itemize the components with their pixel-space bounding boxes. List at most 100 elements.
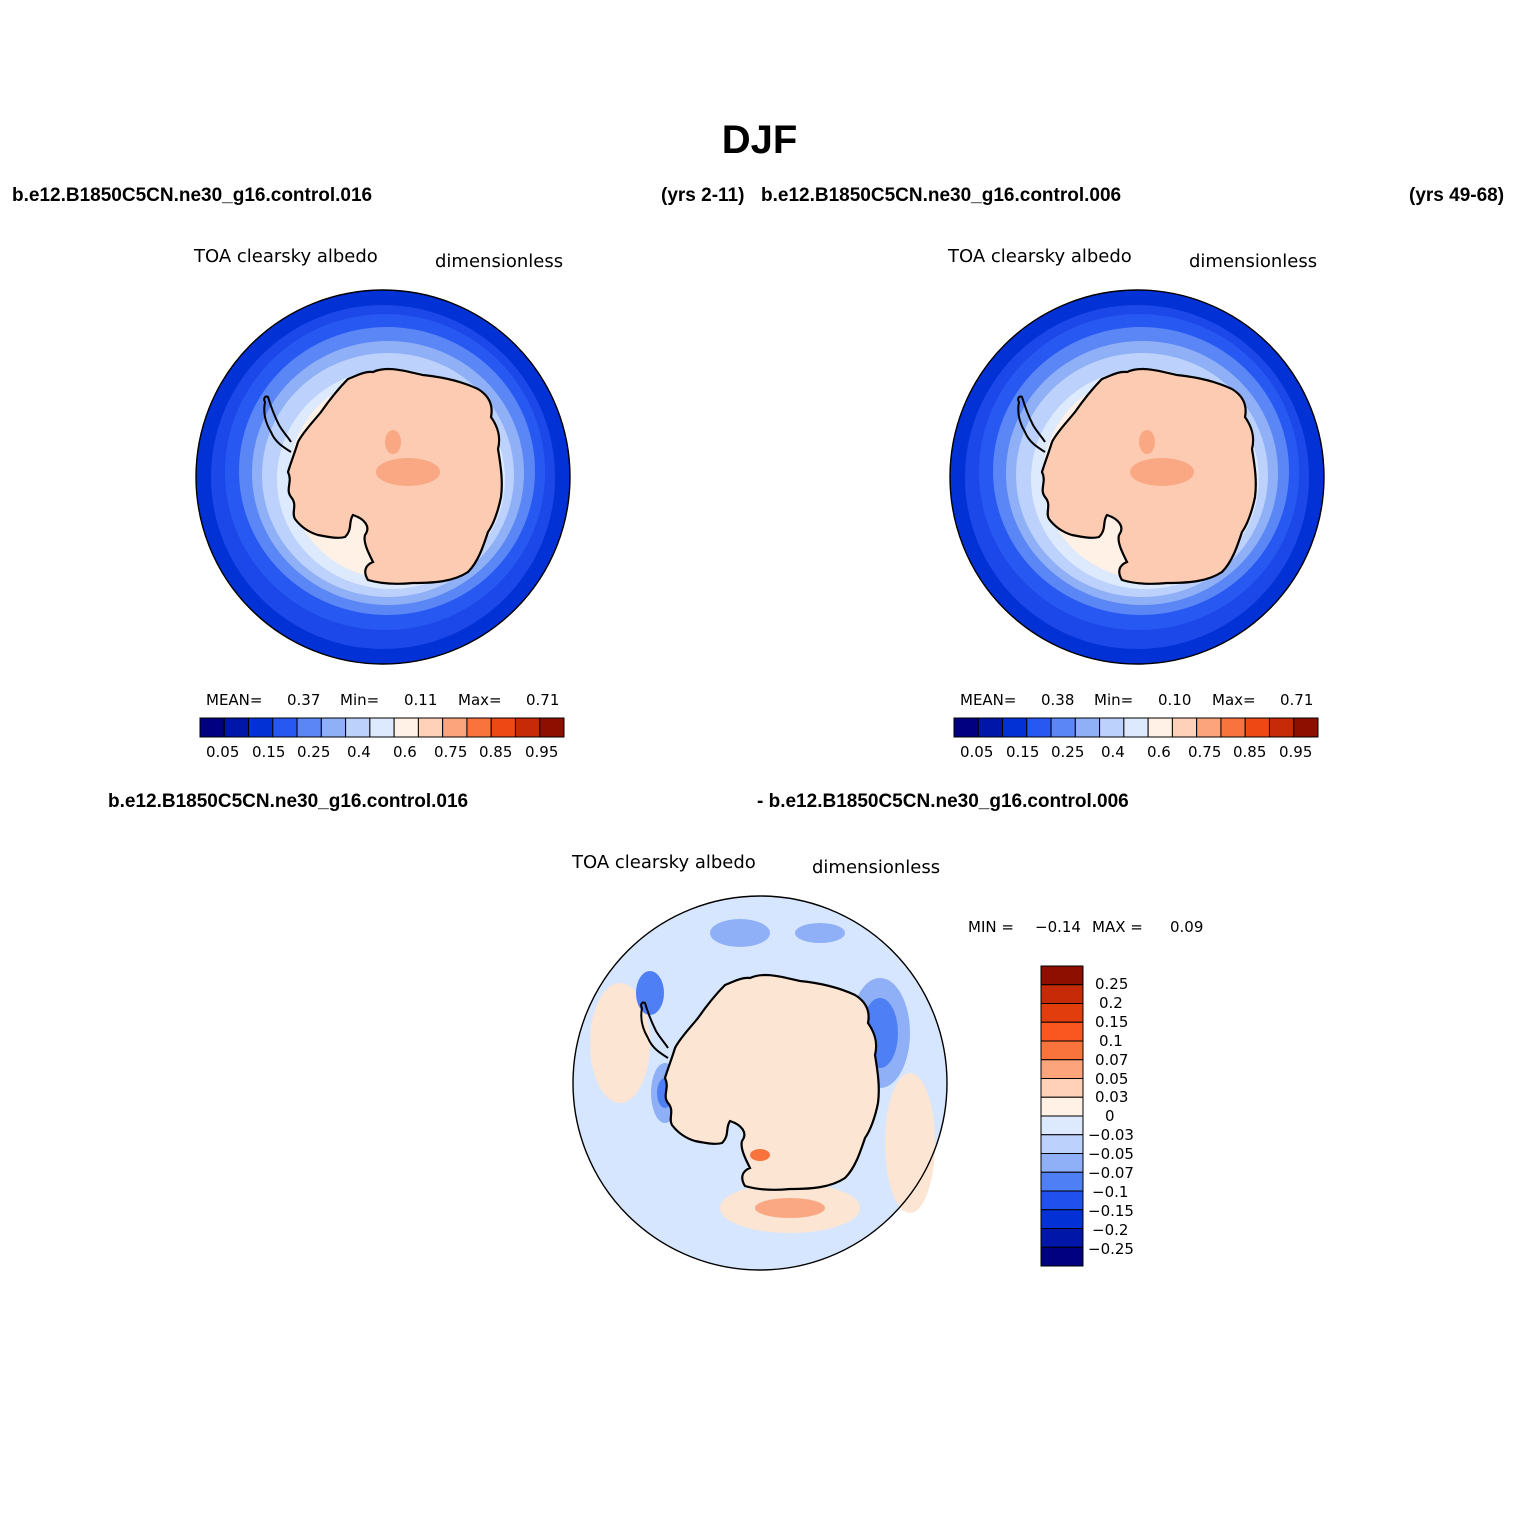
colorbar-box: [1026, 717, 1052, 738]
colorbar-box: [1040, 1134, 1084, 1154]
colorbar-box: [296, 717, 322, 738]
colorbar-box: [1050, 717, 1076, 738]
cbar3-tick: −0.1: [1092, 1183, 1129, 1201]
colorbar-box: [1220, 717, 1246, 738]
colorbar-box: [1293, 717, 1319, 738]
cbar3-tick: −0.03: [1088, 1126, 1134, 1144]
diff-case-b-header: - b.e12.B1850C5CN.ne30_g16.control.006: [757, 791, 1129, 812]
panel1-mean-value: 0.37: [287, 691, 321, 709]
colorbar-box: [466, 717, 492, 738]
colorbar-box: [1244, 717, 1270, 738]
colorbar-box: [369, 717, 395, 738]
colorbar-box: [223, 717, 250, 738]
panel3-variable-label: TOA clearsky albedo: [572, 852, 756, 873]
figure-title: DJF: [721, 118, 798, 162]
colorbar-box: [1040, 1171, 1084, 1192]
panel2-min-label: Min=: [1094, 691, 1134, 709]
colorbar-box: [1040, 1228, 1084, 1248]
colorbar-box: [1040, 984, 1084, 1004]
cbar2-tick: 0.75: [1188, 743, 1222, 761]
panel2-min-value: 0.10: [1158, 691, 1192, 709]
colorbar-box: [1040, 1078, 1084, 1098]
right-case-header: b.e12.B1850C5CN.ne30_g16.control.006: [761, 185, 1122, 206]
colorbar-panel2: [953, 717, 1319, 738]
cbar2-tick: 0.05: [960, 743, 994, 761]
cbar2-tick: 0.25: [1051, 743, 1085, 761]
colorbar-box: [1040, 1059, 1084, 1079]
left-years-header: (yrs 2-11): [661, 185, 745, 206]
colorbar-box: [1040, 1153, 1084, 1173]
colorbar-box: [417, 717, 444, 738]
right-years-header: (yrs 49-68): [1409, 185, 1505, 206]
cbar3-tick: 0.03: [1095, 1088, 1129, 1106]
cbar2-tick: 0.4: [1101, 743, 1125, 761]
colorbar-box: [320, 717, 347, 738]
panel1-units-label: dimensionless: [435, 251, 564, 272]
map-panel2: [949, 289, 1325, 665]
colorbar-box: [1040, 1021, 1084, 1042]
colorbar-box: [1171, 717, 1198, 738]
colorbar-box: [345, 717, 371, 738]
panel2-units-label: dimensionless: [1189, 251, 1318, 272]
panel3-min-label: MIN =: [968, 918, 1014, 936]
cbar3-tick: −0.15: [1088, 1202, 1134, 1220]
colorbar-box: [1196, 717, 1222, 738]
colorbar-box: [1040, 1246, 1084, 1267]
colorbar-box: [393, 717, 419, 738]
panel2-max-value: 0.71: [1280, 691, 1314, 709]
colorbar-box: [1074, 717, 1101, 738]
cbar2-tick: 0.15: [1006, 743, 1040, 761]
panel1-variable-label: TOA clearsky albedo: [194, 246, 378, 267]
cbar2-tick: 0.85: [1233, 743, 1267, 761]
cbar1-tick: 0.05: [206, 743, 240, 761]
colorbar-box: [1040, 1003, 1084, 1023]
cbar3-tick: 0.2: [1099, 994, 1123, 1012]
diff-case-a-header: b.e12.B1850C5CN.ne30_g16.control.016: [108, 791, 469, 812]
colorbar-box: [539, 717, 565, 738]
cbar2-tick: 0.95: [1279, 743, 1313, 761]
colorbar-box: [1040, 1209, 1084, 1229]
map-panel1: [195, 289, 571, 665]
colorbar-box: [1099, 717, 1125, 738]
panel2-mean-value: 0.38: [1041, 691, 1075, 709]
cbar1-tick: 0.75: [434, 743, 468, 761]
panel2-max-label: Max=: [1212, 691, 1256, 709]
panel1-max-label: Max=: [458, 691, 502, 709]
cbar1-tick: 0.95: [525, 743, 559, 761]
colorbar-box: [1040, 1115, 1084, 1136]
colorbar-box: [1147, 717, 1173, 738]
cbar3-tick: 0.1: [1099, 1032, 1123, 1050]
cbar1-tick: 0.85: [479, 743, 513, 761]
cbar3-tick: −0.25: [1088, 1240, 1134, 1258]
colorbar-box: [953, 717, 979, 738]
colorbar-box: [1002, 717, 1028, 738]
colorbar-box: [1040, 965, 1084, 986]
map-panel3-diff: [572, 895, 948, 1271]
panel1-min-value: 0.11: [404, 691, 438, 709]
panel3-max-label: MAX =: [1092, 918, 1143, 936]
cbar3-tick: 0.07: [1095, 1051, 1129, 1069]
colorbar-box: [1040, 1040, 1084, 1061]
colorbar-box: [248, 717, 274, 738]
colorbar-box: [1040, 1096, 1084, 1117]
colorbar-box: [977, 717, 1004, 738]
cbar2-tick: 0.6: [1147, 743, 1171, 761]
cbar3-tick: 0.05: [1095, 1070, 1129, 1088]
colorbar-box: [199, 717, 225, 738]
cbar1-tick: 0.6: [393, 743, 417, 761]
cbar1-tick: 0.15: [252, 743, 286, 761]
colorbar-box: [1268, 717, 1295, 738]
panel1-max-value: 0.71: [526, 691, 560, 709]
panel2-mean-label: MEAN=: [960, 691, 1017, 709]
colorbar-box: [1123, 717, 1149, 738]
colorbar-box: [490, 717, 516, 738]
panel2-variable-label: TOA clearsky albedo: [948, 246, 1132, 267]
colorbar-diff: [1040, 965, 1084, 1267]
panel3-max-value: 0.09: [1170, 918, 1204, 936]
colorbar-panel1: [199, 717, 565, 738]
colorbar-box: [272, 717, 298, 738]
cbar3-tick: −0.2: [1092, 1221, 1129, 1239]
panel1-min-label: Min=: [340, 691, 380, 709]
colorbar-box: [442, 717, 468, 738]
